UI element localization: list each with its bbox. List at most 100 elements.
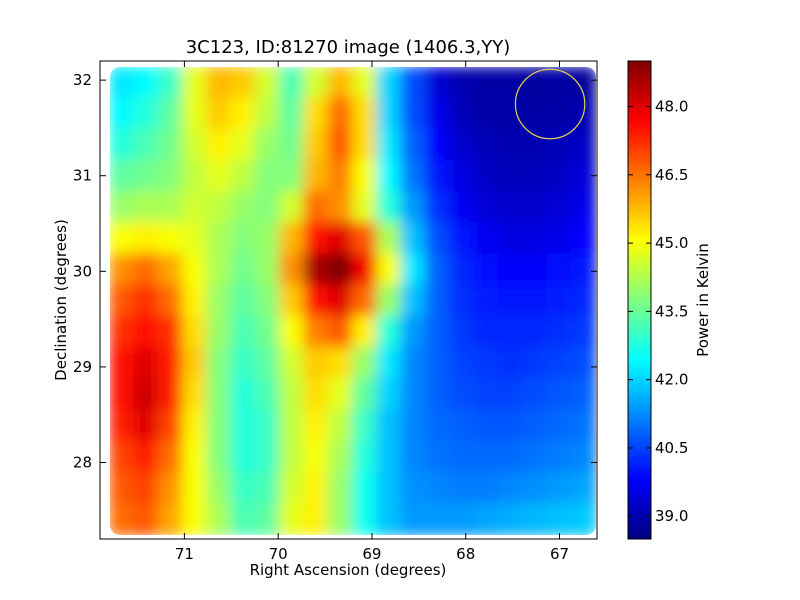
- heatmap-cell: [181, 159, 209, 193]
- heatmap-cell: [157, 315, 184, 349]
- heatmap-cell: [157, 284, 184, 318]
- heatmap-cell: [497, 253, 525, 287]
- heatmap-cell: [546, 502, 573, 535]
- heatmap-cell: [570, 346, 596, 380]
- heatmap-cell: [522, 471, 549, 505]
- heatmap-cell: [133, 315, 160, 349]
- heatmap-cell: [206, 471, 233, 505]
- heatmap-cell: [449, 67, 476, 100]
- heatmap-cell: [303, 502, 330, 535]
- heatmap-cell: [110, 409, 136, 443]
- heatmap-cell: [497, 409, 525, 443]
- heatmap-cell: [497, 284, 525, 318]
- heatmap-cell: [254, 346, 282, 380]
- heatmap-cell: [352, 502, 379, 535]
- heatmap-cell: [424, 471, 452, 505]
- heatmap-cell: [230, 471, 257, 505]
- y-tick-label: 32: [73, 71, 92, 89]
- heatmap-cell: [133, 440, 160, 474]
- heatmap-cell: [327, 346, 354, 380]
- heatmap-cell: [157, 67, 184, 100]
- heatmap-cell: [157, 222, 184, 256]
- heatmap-cell: [449, 440, 476, 474]
- heatmap-cell: [181, 97, 209, 131]
- heatmap-cell: [254, 284, 282, 318]
- heatmap-cell: [400, 253, 427, 287]
- heatmap-cell: [206, 190, 233, 224]
- heatmap-cell: [424, 222, 452, 256]
- heatmap-cell: [181, 409, 209, 443]
- heatmap-cell: [206, 159, 233, 193]
- heatmap-cell: [522, 159, 549, 193]
- heatmap-cell: [570, 315, 596, 349]
- heatmap-cell: [254, 159, 282, 193]
- colorbar-tick-label: 39.0: [655, 507, 688, 525]
- heatmap-cell: [497, 346, 525, 380]
- heatmap-cell: [546, 253, 573, 287]
- heatmap-cell: [230, 190, 257, 224]
- heatmap-cell: [110, 97, 136, 131]
- heatmap-cell: [376, 346, 403, 380]
- heatmap-cell: [327, 97, 354, 131]
- colorbar-ticks: 39.0 40.5 42.0 43.5 45.0 46.5 48.0: [628, 98, 688, 525]
- heatmap-cell: [206, 97, 233, 131]
- heatmap-cell: [110, 346, 136, 380]
- heatmap-cell: [424, 190, 452, 224]
- heatmap-cell: [424, 409, 452, 443]
- heatmap-cell: [352, 315, 379, 349]
- heatmap-cell: [133, 502, 160, 535]
- heatmap-cell: [522, 128, 549, 162]
- heatmap-cell: [376, 159, 403, 193]
- heatmap-cell: [327, 409, 354, 443]
- heatmap-cell: [327, 315, 354, 349]
- x-tick-label: 69: [362, 545, 381, 563]
- heatmap-cell: [546, 159, 573, 193]
- heatmap-cell: [522, 222, 549, 256]
- heatmap-cell: [327, 253, 354, 287]
- heatmap-cell: [352, 128, 379, 162]
- heatmap-cell: [110, 222, 136, 256]
- heatmap-cell: [473, 346, 500, 380]
- heatmap-cell: [497, 128, 525, 162]
- x-axis-label: Right Ascension (degrees): [250, 561, 447, 579]
- heatmap-cell: [449, 159, 476, 193]
- heatmap-cell: [376, 128, 403, 162]
- heatmap-cell: [181, 440, 209, 474]
- heatmap-cell: [181, 128, 209, 162]
- heatmap-cell: [376, 409, 403, 443]
- heatmap-cell: [279, 159, 306, 193]
- heatmap-cell: [352, 440, 379, 474]
- heatmap-cell: [376, 253, 403, 287]
- heatmap-cell: [327, 190, 354, 224]
- heatmap-cell: [424, 128, 452, 162]
- heatmap-cell: [570, 284, 596, 318]
- heatmap-cell: [327, 471, 354, 505]
- heatmap-cell: [206, 315, 233, 349]
- heatmap-cell: [181, 222, 209, 256]
- heatmap-cell: [424, 253, 452, 287]
- heatmap-cell: [546, 409, 573, 443]
- heatmap-cell: [230, 253, 257, 287]
- heatmap-cell: [570, 222, 596, 256]
- heatmap-cell: [424, 378, 452, 412]
- heatmap-cell: [473, 67, 500, 100]
- x-tick-label: 67: [550, 545, 569, 563]
- heatmap-cell: [279, 190, 306, 224]
- heatmap-cell: [279, 409, 306, 443]
- heatmap-cell: [157, 190, 184, 224]
- heatmap-cell: [449, 471, 476, 505]
- heatmap-cell: [157, 378, 184, 412]
- heatmap-cell: [133, 471, 160, 505]
- heatmap-cell: [400, 159, 427, 193]
- heatmap-cell: [570, 253, 596, 287]
- heatmap-cell: [279, 378, 306, 412]
- heatmap-cell: [376, 315, 403, 349]
- heatmap-cell: [110, 502, 136, 535]
- heatmap-cell: [424, 97, 452, 131]
- heatmap-cell: [230, 159, 257, 193]
- heatmap-cells: [110, 67, 596, 535]
- heatmap-cell: [546, 222, 573, 256]
- heatmap-cell: [279, 471, 306, 505]
- heatmap-cell: [230, 315, 257, 349]
